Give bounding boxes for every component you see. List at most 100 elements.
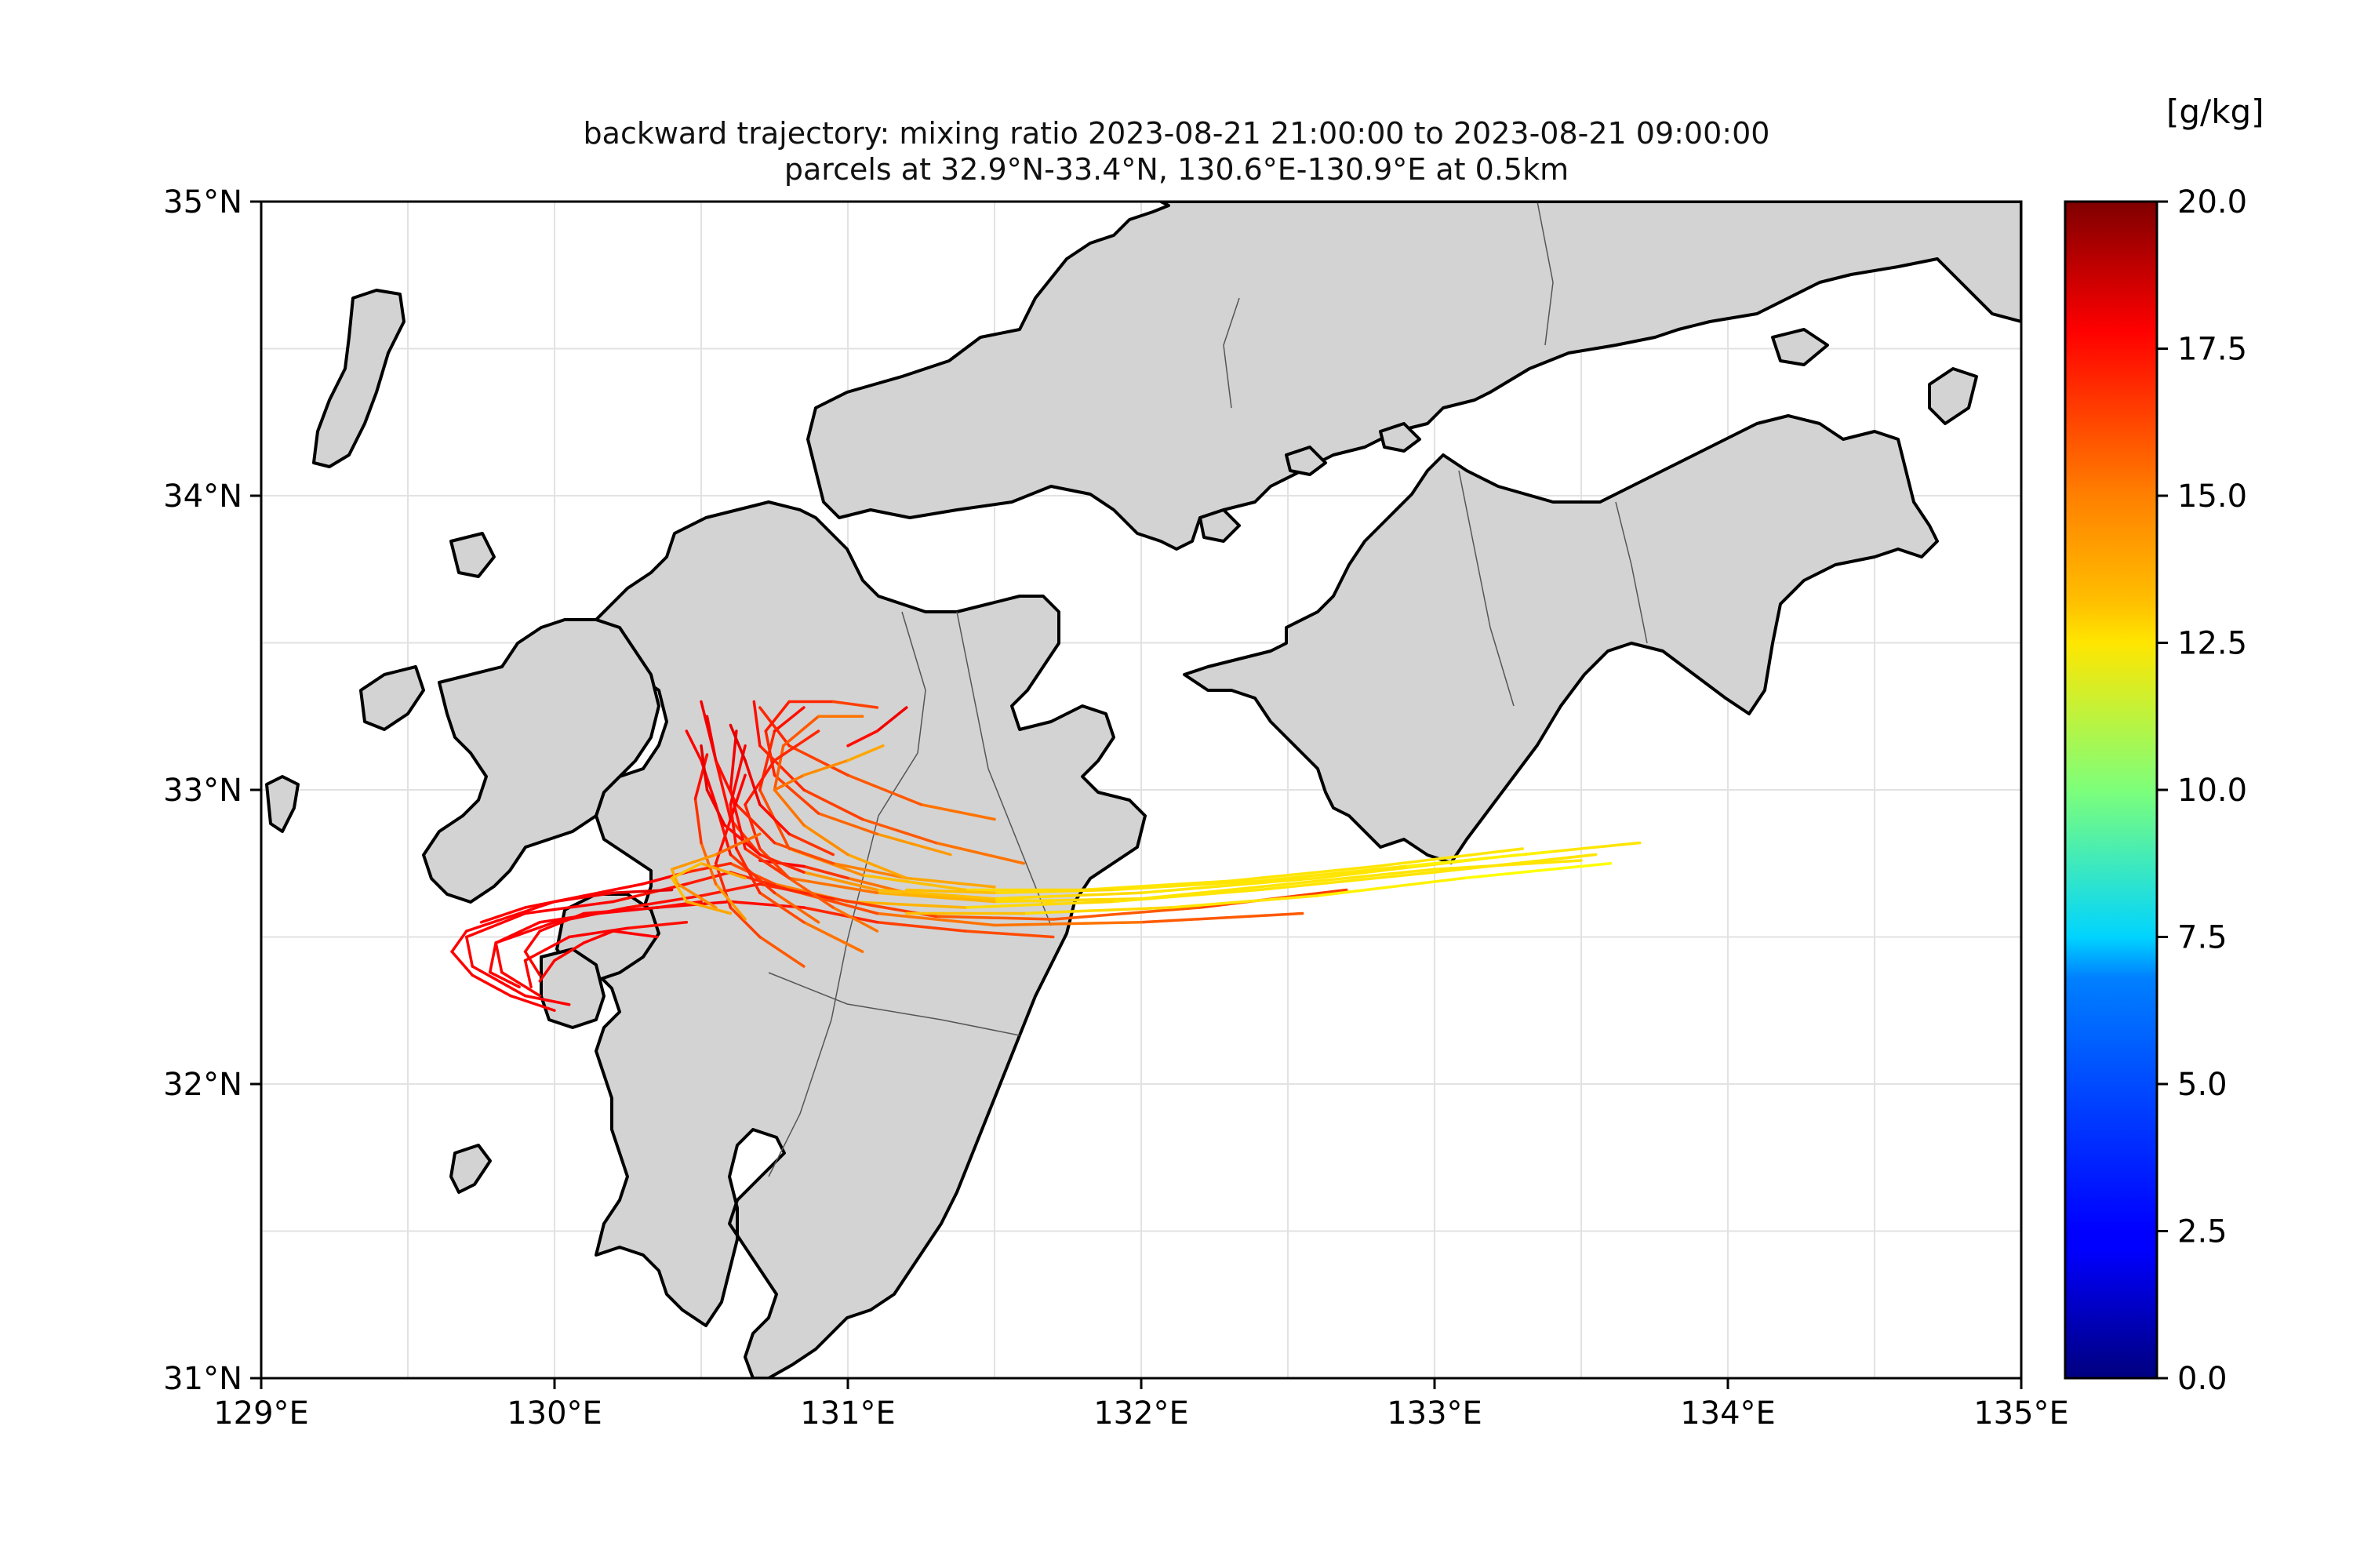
- y-tick-label: 31°N: [163, 1361, 242, 1397]
- koshiki-landmass: [449, 1144, 492, 1194]
- trajectory-segment: [676, 882, 718, 909]
- trajectory-segment: [714, 832, 762, 857]
- trajectory-segment: [831, 906, 879, 933]
- trajectory-segment: [523, 994, 571, 1006]
- trajectory-segment: [781, 715, 820, 748]
- trajectory-series: [752, 700, 1026, 865]
- colorbar-tick-label: 17.5: [2177, 332, 2247, 368]
- trajectory-segment: [729, 803, 738, 850]
- trajectory-segment: [471, 973, 512, 998]
- x-axis-ticks: 129°E 130°E 131°E 132°E 133°E 134°E 135°E: [213, 1378, 2069, 1432]
- x-tick-label: 133°E: [1387, 1395, 1482, 1432]
- trajectory-segment: [919, 803, 996, 821]
- y-axis-ticks: 31°N 32°N 33°N 34°N 35°N: [163, 184, 261, 1397]
- trajectory-segment: [488, 970, 521, 988]
- trajectory-segment: [963, 930, 1055, 939]
- trajectory-segment: [758, 847, 791, 880]
- trajectory-segment: [700, 744, 709, 791]
- trajectory-segment: [993, 891, 1143, 900]
- trajectory-segment: [1140, 876, 1319, 894]
- trajectory-series: [700, 744, 806, 874]
- trajectory-segment: [758, 853, 806, 874]
- trajectory-segment: [993, 897, 1143, 904]
- trajectory-series: [773, 744, 885, 791]
- trajectory-segment: [993, 921, 1143, 927]
- colorbar-tick-label: 15.0: [2177, 478, 2247, 515]
- trajectory-series: [693, 753, 747, 921]
- trajectory-segment: [1227, 864, 1377, 882]
- trajectory-segment: [612, 930, 659, 939]
- trajectory-segment: [450, 930, 468, 953]
- land-masses: [265, 202, 2021, 1378]
- trajectory-segment: [1403, 850, 1554, 868]
- trajectory-segment: [523, 930, 542, 953]
- trajectory-segment: [764, 700, 791, 733]
- trajectory-segment: [714, 759, 733, 821]
- trajectory-segment: [846, 729, 879, 748]
- trajectory-segment: [860, 817, 937, 845]
- trajectory-segment: [816, 812, 879, 835]
- trajectory-segment: [670, 853, 718, 871]
- trajectory-segment: [744, 759, 762, 806]
- trajectory-segment: [670, 876, 689, 904]
- trajectory-segment: [758, 803, 791, 835]
- trajectory-segment: [1022, 906, 1173, 915]
- trajectory-series: [905, 862, 1613, 915]
- colorbar: [2064, 200, 2158, 1380]
- trajectory-segment: [494, 941, 504, 974]
- trajectory-segment: [553, 941, 586, 962]
- trajectory-segment: [723, 824, 762, 857]
- trajectory-segment: [612, 882, 689, 904]
- iki-landmass: [449, 532, 496, 578]
- awaji-landmass: [1928, 367, 1978, 425]
- trajectory-segment: [764, 729, 776, 777]
- trajectory-lines: [450, 700, 1642, 1012]
- inland-sea-island: [1771, 328, 1829, 366]
- trajectory-segment: [1315, 876, 1466, 897]
- trajectory-segment: [729, 729, 738, 791]
- trajectory-segment: [1110, 888, 1260, 904]
- trajectory-segment: [744, 847, 791, 880]
- y-tick-label: 35°N: [163, 184, 242, 220]
- trajectory-segment: [735, 847, 762, 894]
- trajectory-segment: [612, 888, 674, 894]
- trajectory-segment: [773, 773, 806, 791]
- trajectory-segment: [693, 753, 709, 800]
- trajectory-segment: [934, 915, 1055, 921]
- trajectory-segment: [875, 891, 996, 904]
- trajectory-segment: [963, 900, 1114, 909]
- trajectory-segment: [787, 876, 835, 909]
- trajectory-segment: [705, 788, 726, 827]
- trajectory-segment: [700, 841, 718, 886]
- colorbar-tick-label: 0.0: [2177, 1361, 2228, 1397]
- x-tick-label: 132°E: [1093, 1395, 1189, 1432]
- trajectory-segment: [509, 994, 556, 1012]
- trajectory-segment: [758, 882, 835, 900]
- trajectory-segment: [729, 817, 762, 857]
- trajectory-segment: [597, 906, 659, 915]
- trajectory-series: [744, 729, 879, 933]
- chart-title-line2: parcels at 32.9°N-33.4°N, 130.6°E-130.9°…: [784, 152, 1569, 187]
- goto-north-landmass: [359, 665, 425, 731]
- trajectory-segment: [582, 882, 644, 897]
- x-tick-label: 129°E: [213, 1395, 309, 1432]
- trajectory-segment: [787, 876, 879, 894]
- y-tick-label: 32°N: [163, 1067, 242, 1103]
- trajectory-segment: [471, 965, 527, 998]
- colorbar-tick-label: 7.5: [2177, 920, 2228, 956]
- trajectory-segment: [685, 862, 733, 874]
- trajectory-segment: [875, 888, 996, 900]
- trajectory-segment: [1052, 906, 1202, 921]
- trajectory-segment: [1257, 864, 1407, 882]
- trajectory-segment: [1110, 879, 1260, 892]
- trajectory-segment: [802, 759, 849, 777]
- trajectory-segment: [802, 871, 879, 892]
- trajectory-series: [758, 706, 996, 821]
- trajectory-segment: [465, 915, 512, 933]
- trajectory-segment: [729, 723, 747, 762]
- trajectory-segment: [787, 744, 849, 777]
- trajectory-segment: [523, 935, 571, 962]
- trajectory-segment: [773, 773, 820, 815]
- trajectory-series: [670, 862, 747, 915]
